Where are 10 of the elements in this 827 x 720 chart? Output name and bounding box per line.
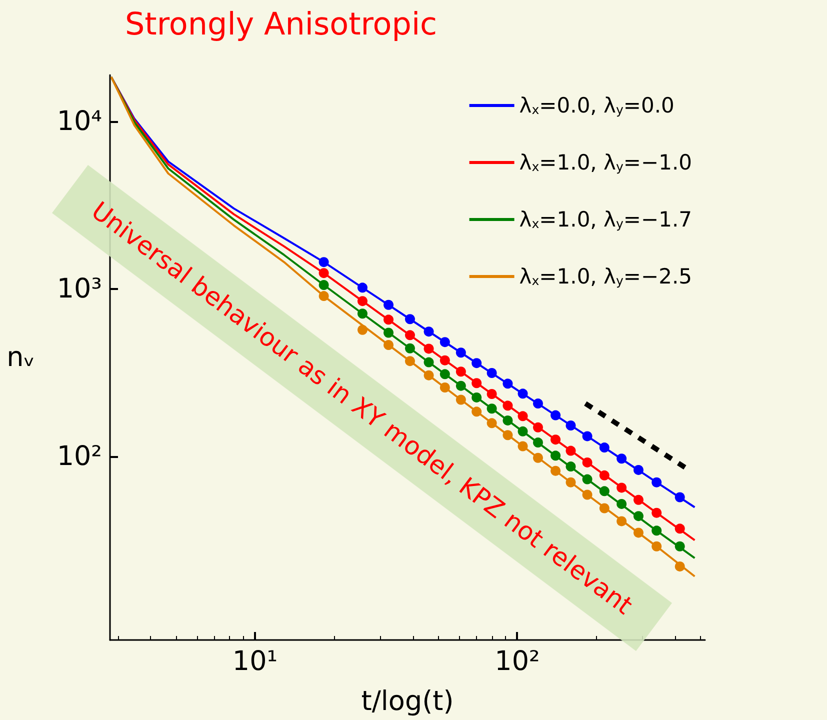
- x-tick-label: 10¹: [232, 646, 278, 677]
- y-tick-label: 10⁴: [56, 106, 102, 138]
- legend-label: λx=0.0, λy=0.0: [519, 94, 674, 118]
- legend-label: λx=1.0, λy=−2.5: [519, 264, 692, 288]
- y-axis-title: nᵥ: [6, 342, 35, 373]
- chart-title: Strongly Anisotropic: [125, 6, 438, 42]
- y-tick-label: 10²: [56, 440, 102, 472]
- legend-label: λx=1.0, λy=−1.0: [519, 150, 692, 174]
- legend-label: λx=1.0, λy=−1.7: [519, 208, 692, 232]
- x-axis-title: t/log(t): [361, 686, 454, 717]
